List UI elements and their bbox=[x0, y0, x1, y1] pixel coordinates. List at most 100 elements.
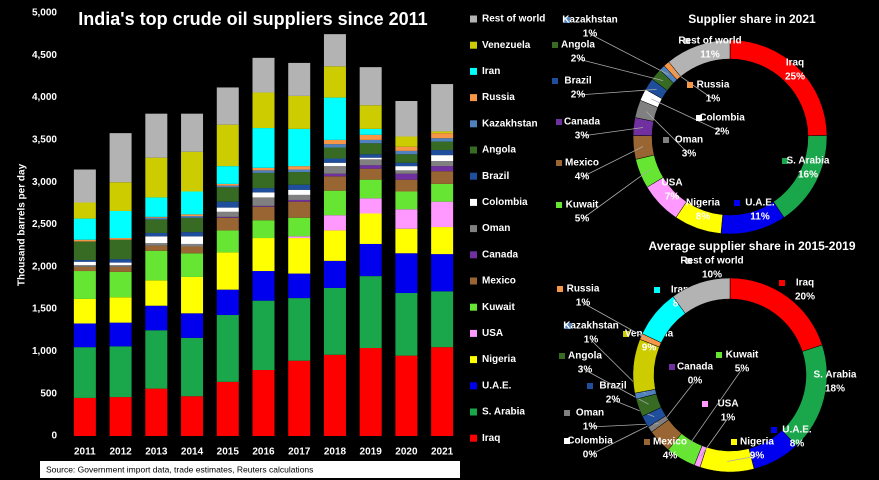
slice-value-label: 8% bbox=[696, 212, 711, 223]
bar-segment bbox=[73, 202, 96, 219]
slice-value-label: 1% bbox=[721, 413, 736, 424]
bar-segment bbox=[395, 253, 418, 294]
slice-value-label: 9% bbox=[750, 451, 765, 462]
legend-swatch bbox=[470, 172, 477, 180]
bar-segment bbox=[252, 170, 275, 173]
bar-segment bbox=[73, 169, 96, 203]
bar-segment bbox=[216, 211, 239, 217]
bar-segment bbox=[216, 252, 239, 290]
bar-segment bbox=[323, 190, 346, 216]
slice-label: Kuwait bbox=[726, 350, 759, 361]
slice-value-label: 9% bbox=[642, 343, 657, 354]
slice-value-label: 2% bbox=[571, 54, 586, 65]
bar-segment bbox=[181, 253, 204, 277]
slice-label: Iraq bbox=[786, 58, 804, 69]
slice-label: Rest of world bbox=[680, 256, 743, 267]
y-tick-label: 1,000 bbox=[32, 346, 57, 357]
slice-label: Nigeria bbox=[686, 198, 720, 209]
slice-value-label: 4% bbox=[575, 172, 590, 183]
bar-segment bbox=[395, 355, 418, 436]
bar-segment bbox=[181, 191, 204, 215]
bar-segment bbox=[359, 159, 382, 166]
slice-label: Canada bbox=[677, 362, 714, 373]
bar-segment bbox=[252, 188, 275, 193]
legend-swatch bbox=[470, 94, 477, 102]
label-swatch bbox=[556, 160, 562, 166]
slice-value-label: 8% bbox=[790, 439, 805, 450]
bar-segment bbox=[323, 147, 346, 159]
bar-segment bbox=[288, 273, 311, 299]
bar-segment bbox=[431, 84, 454, 132]
legend-label: Rest of world bbox=[482, 14, 545, 25]
bar-segment bbox=[181, 217, 204, 233]
bar-segment bbox=[145, 157, 168, 198]
legend-swatch bbox=[470, 198, 477, 206]
slice-label: Brazil bbox=[599, 381, 626, 392]
bar-segment bbox=[252, 205, 275, 207]
slice-value-label: 2% bbox=[571, 90, 586, 101]
leader-line bbox=[685, 368, 743, 450]
legend-swatch bbox=[470, 277, 477, 285]
legend-label: Brazil bbox=[482, 171, 509, 182]
label-swatch bbox=[623, 331, 629, 337]
bar-segment bbox=[216, 187, 239, 202]
bar-segment bbox=[145, 113, 168, 158]
label-swatch bbox=[684, 38, 690, 44]
bar-segment bbox=[359, 154, 382, 158]
bar-segment bbox=[288, 172, 311, 185]
x-tick-label: 2012 bbox=[109, 447, 132, 458]
bar-segment bbox=[288, 95, 311, 129]
bar-segment bbox=[323, 230, 346, 261]
x-tick-label: 2011 bbox=[74, 447, 96, 458]
bar-segment bbox=[395, 146, 418, 151]
legend-swatch bbox=[470, 303, 477, 311]
leader-line bbox=[582, 302, 651, 341]
bar-segment bbox=[216, 230, 239, 253]
legend-swatch bbox=[470, 67, 477, 75]
bar-segment bbox=[431, 166, 454, 172]
label-swatch bbox=[654, 287, 660, 293]
bar-segment bbox=[145, 305, 168, 331]
slice-value-label: 1% bbox=[583, 29, 598, 40]
bar-segment bbox=[359, 134, 382, 140]
bar-segment bbox=[181, 396, 204, 436]
slice-value-label: 1% bbox=[583, 422, 598, 433]
slice-label: Nigeria bbox=[740, 437, 774, 448]
bar-segment bbox=[181, 232, 204, 237]
bar-segment bbox=[288, 360, 311, 436]
bar-segment bbox=[359, 213, 382, 244]
slice-label: Mexico bbox=[653, 437, 687, 448]
bar-segment bbox=[431, 150, 454, 156]
bar-segment bbox=[288, 199, 311, 202]
bar-segment bbox=[288, 201, 311, 218]
bar-segment bbox=[145, 388, 168, 436]
bar-segment bbox=[252, 167, 275, 171]
slice-label: Colombia bbox=[567, 436, 613, 447]
bar-segment bbox=[323, 260, 346, 288]
bar-segment bbox=[109, 259, 132, 263]
y-tick-label: 4,000 bbox=[32, 92, 57, 103]
bar-segment bbox=[323, 166, 346, 174]
legend-swatch bbox=[470, 408, 477, 416]
slice-value-label: 5% bbox=[575, 214, 590, 225]
slice-value-label: 18% bbox=[825, 384, 845, 395]
bar-segment bbox=[73, 260, 96, 262]
y-tick-label: 0 bbox=[51, 431, 57, 442]
bar-segment bbox=[288, 166, 311, 170]
bar-segment bbox=[252, 370, 275, 436]
y-tick-label: 3,000 bbox=[32, 177, 57, 188]
slice-label: USA bbox=[661, 178, 682, 189]
bar-segment bbox=[395, 209, 418, 229]
slice-label: Rest of world bbox=[678, 36, 741, 47]
label-swatch bbox=[556, 202, 562, 208]
source-box bbox=[40, 461, 460, 478]
bar-segment bbox=[216, 87, 239, 125]
bar-segment bbox=[109, 238, 132, 240]
bar-segment bbox=[395, 100, 418, 137]
label-swatch bbox=[644, 439, 650, 445]
slice-value-label: 16% bbox=[798, 170, 818, 181]
bar-segment bbox=[395, 170, 418, 174]
bar-segment bbox=[109, 210, 132, 239]
slice-label: S. Arabia bbox=[814, 370, 857, 381]
